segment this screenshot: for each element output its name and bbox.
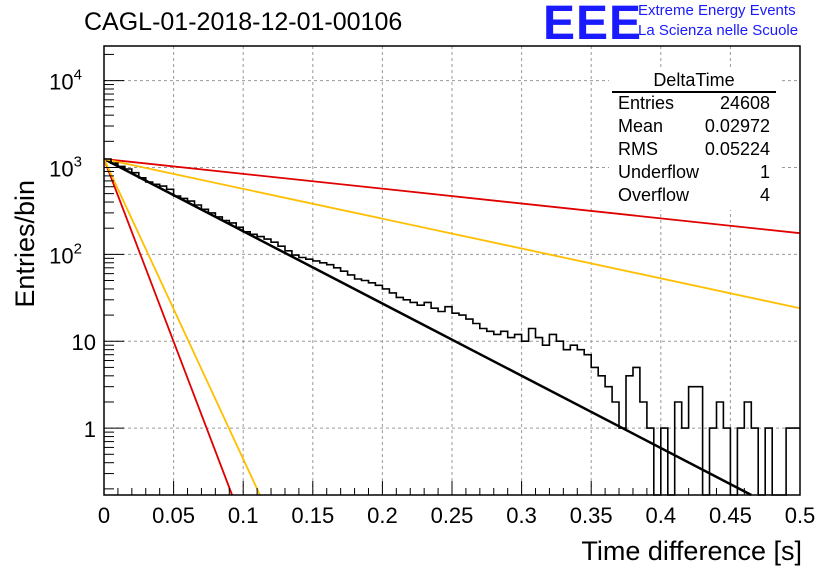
stats-label: Overflow xyxy=(618,185,690,205)
y-tick-label: 104 xyxy=(49,67,82,95)
x-tick-label: 0 xyxy=(98,503,110,528)
stats-value: 4 xyxy=(759,185,770,205)
stats-row-underflow: Underflow 1 xyxy=(618,162,770,184)
fit-curve xyxy=(103,158,801,235)
x-tick-label: 0.2 xyxy=(367,503,398,528)
x-tick-labels: 0 0.05 0.1 0.15 0.2 0.25 0.3 0.35 0.4 0.45 0.5 xyxy=(98,503,815,528)
stats-row-rms: RMS 0.05224 xyxy=(618,139,770,161)
histogram-series xyxy=(104,158,800,496)
x-tick-label: 0.3 xyxy=(506,503,537,528)
y-tick-label: 103 xyxy=(49,153,82,181)
x-tick-label: 0.1 xyxy=(228,503,259,528)
stats-value: 0.05224 xyxy=(704,139,770,159)
logo-line-1: Extreme Energy Events xyxy=(638,2,796,19)
x-axis-label: Time difference [s] xyxy=(581,536,802,566)
y-tick-label: 102 xyxy=(49,240,82,268)
stats-label: Underflow xyxy=(618,162,700,182)
y-tick-label: 1 xyxy=(84,417,96,442)
y-tick-labels: 1 10 102 103 104 xyxy=(49,67,96,443)
stats-value: 0.02972 xyxy=(704,116,770,136)
fit-curves xyxy=(103,157,801,497)
fit-curve xyxy=(103,157,752,497)
stats-row-entries: Entries 24608 xyxy=(618,93,770,115)
eee-logo: EEE xyxy=(543,0,643,50)
stats-value: 1 xyxy=(759,162,770,182)
fit-curve xyxy=(103,158,801,310)
x-tick-label: 0.35 xyxy=(570,503,613,528)
stats-box: DeltaTime Entries 24608 Mean 0.02972 RMS… xyxy=(609,70,779,210)
x-tick-label: 0.25 xyxy=(431,503,474,528)
x-tick-label: 0.05 xyxy=(152,503,195,528)
stats-title: DeltaTime xyxy=(653,70,735,90)
x-tick-label: 0.15 xyxy=(291,503,334,528)
stats-label: Mean xyxy=(618,116,664,136)
grid-lines xyxy=(104,46,800,495)
stats-label: RMS xyxy=(618,139,658,159)
stats-row-overflow: Overflow 4 xyxy=(618,185,770,207)
x-tick-label: 0.4 xyxy=(646,503,677,528)
x-tick-label: 0.5 xyxy=(785,503,816,528)
x-tick-label: 0.45 xyxy=(709,503,752,528)
axis-ticks xyxy=(103,53,801,495)
logo-line-2: La Scienza nelle Scuole xyxy=(638,22,799,39)
stats-label: Entries xyxy=(618,93,675,113)
y-axis-label: Entries/bin xyxy=(10,180,40,308)
fit-curve xyxy=(103,158,233,496)
chart-title: CAGL-01-2018-12-01-00106 xyxy=(84,8,403,36)
y-tick-label: 10 xyxy=(72,330,96,355)
stats-row-mean: Mean 0.02972 xyxy=(618,116,770,138)
fit-curve xyxy=(103,158,261,496)
histogram-step-line xyxy=(104,158,800,496)
stats-divider xyxy=(612,91,776,93)
stats-value: 24608 xyxy=(719,93,770,113)
